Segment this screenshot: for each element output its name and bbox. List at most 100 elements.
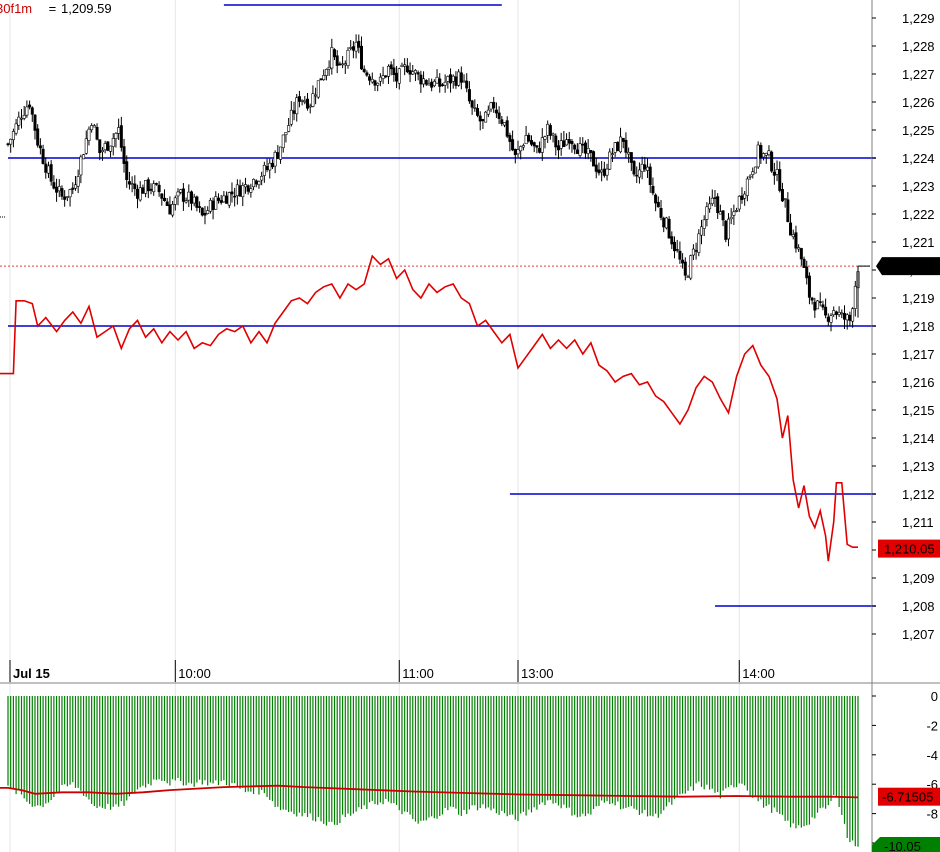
candle-body bbox=[22, 115, 26, 119]
candle bbox=[87, 126, 91, 146]
candle bbox=[295, 93, 299, 122]
red-indicator-series bbox=[0, 254, 858, 562]
candle-body bbox=[789, 222, 793, 236]
candle-body bbox=[689, 255, 693, 279]
price-axis: 1,229 1,228 1,227 1,226 1,225 1,224 1,223 1,222… bbox=[872, 11, 940, 852]
candle-body bbox=[273, 151, 277, 167]
candle bbox=[165, 198, 169, 206]
candle bbox=[82, 153, 86, 160]
candle-body bbox=[100, 150, 104, 153]
candle bbox=[222, 191, 226, 203]
candle-body bbox=[640, 163, 644, 172]
red-last-label-box bbox=[878, 539, 940, 558]
candle bbox=[184, 197, 188, 204]
candle-body bbox=[503, 122, 507, 126]
candle bbox=[141, 184, 145, 194]
candle-body bbox=[381, 75, 385, 79]
candle bbox=[324, 68, 328, 81]
candle bbox=[691, 244, 695, 261]
candle-body bbox=[160, 193, 164, 199]
candle-body bbox=[235, 184, 239, 196]
candle bbox=[63, 190, 67, 207]
candle-body bbox=[807, 275, 811, 298]
bar-last-label-text: -10.05 bbox=[884, 839, 921, 852]
candle-body bbox=[214, 196, 218, 210]
candle bbox=[551, 132, 555, 143]
candle-body bbox=[562, 140, 566, 148]
candle bbox=[36, 124, 40, 148]
candle-body bbox=[556, 145, 560, 151]
candle-body bbox=[225, 195, 229, 204]
candle-body bbox=[9, 138, 13, 145]
candle bbox=[546, 120, 550, 144]
y-tick-label: 1,207 bbox=[902, 627, 935, 642]
candle bbox=[227, 191, 231, 209]
candle bbox=[354, 34, 358, 59]
candle-body bbox=[297, 96, 301, 102]
candle bbox=[160, 193, 164, 206]
candle-body bbox=[424, 80, 428, 85]
candle bbox=[243, 177, 247, 194]
y-tick-label: 1,219 bbox=[902, 291, 935, 306]
candle-body bbox=[775, 169, 779, 175]
candle bbox=[646, 157, 650, 178]
y-tick-label: 1,214 bbox=[902, 431, 935, 446]
candle-body bbox=[41, 148, 45, 164]
candle bbox=[848, 311, 852, 327]
candle bbox=[392, 58, 396, 82]
candle-body bbox=[25, 106, 29, 116]
candle bbox=[562, 130, 566, 148]
candle-body bbox=[238, 185, 242, 197]
candle bbox=[440, 83, 444, 87]
candle-body bbox=[252, 178, 256, 188]
candle bbox=[206, 206, 210, 215]
ma-last-label: -6.71505 bbox=[878, 787, 940, 806]
candle-body bbox=[675, 249, 679, 251]
candle bbox=[624, 132, 628, 158]
candle bbox=[46, 161, 50, 179]
candle-body bbox=[300, 99, 304, 102]
candle bbox=[90, 123, 94, 133]
candle bbox=[505, 116, 509, 139]
candle bbox=[583, 140, 587, 160]
candle-body bbox=[678, 250, 682, 260]
candle bbox=[651, 177, 655, 196]
candle bbox=[357, 34, 361, 54]
candle-body bbox=[427, 83, 431, 86]
candle bbox=[794, 225, 798, 253]
candle-body bbox=[521, 145, 525, 148]
y-tick-label: 1,218 bbox=[902, 319, 935, 334]
candle bbox=[268, 158, 272, 179]
candle-body bbox=[11, 131, 15, 140]
candle-body bbox=[373, 80, 377, 86]
y-tick-label: 1,226 bbox=[902, 95, 935, 110]
candle bbox=[98, 139, 102, 161]
candle bbox=[538, 141, 542, 154]
candle bbox=[834, 310, 838, 320]
candle-body bbox=[19, 117, 23, 120]
candle-body bbox=[462, 80, 466, 83]
candle bbox=[405, 58, 409, 74]
candle bbox=[316, 80, 320, 99]
candle-body bbox=[724, 220, 728, 240]
candle bbox=[540, 128, 544, 162]
candle-body bbox=[786, 199, 790, 223]
candle-body bbox=[171, 204, 175, 216]
candle-body bbox=[87, 128, 91, 141]
candle-body bbox=[740, 195, 744, 200]
candle bbox=[424, 79, 428, 86]
candle-body bbox=[691, 248, 695, 256]
candle-body bbox=[635, 174, 639, 177]
candle bbox=[470, 99, 474, 115]
candle-body bbox=[257, 181, 261, 186]
ma-last-label-text: -6.71505 bbox=[882, 790, 933, 805]
candle-body bbox=[797, 247, 801, 250]
candle bbox=[9, 138, 13, 153]
candle bbox=[225, 191, 229, 204]
candle-body bbox=[608, 151, 612, 170]
candle bbox=[492, 96, 496, 113]
candle-body bbox=[497, 112, 501, 119]
ma-last-label-box bbox=[878, 787, 940, 806]
candle bbox=[449, 68, 453, 93]
